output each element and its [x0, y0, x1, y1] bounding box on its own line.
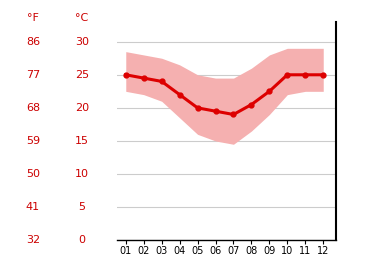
Text: 30: 30: [75, 37, 89, 47]
Text: °C: °C: [76, 13, 89, 23]
Text: 59: 59: [26, 136, 40, 146]
Text: 10: 10: [75, 169, 89, 179]
Text: 86: 86: [26, 37, 40, 47]
Text: 0: 0: [78, 235, 86, 245]
Text: 32: 32: [26, 235, 40, 245]
Text: 50: 50: [26, 169, 40, 179]
Text: 41: 41: [26, 202, 40, 212]
Text: 5: 5: [78, 202, 86, 212]
Text: 77: 77: [26, 70, 40, 80]
Text: 25: 25: [75, 70, 89, 80]
Text: 68: 68: [26, 103, 40, 113]
Text: 15: 15: [75, 136, 89, 146]
Text: 20: 20: [75, 103, 89, 113]
Text: °F: °F: [27, 13, 39, 23]
